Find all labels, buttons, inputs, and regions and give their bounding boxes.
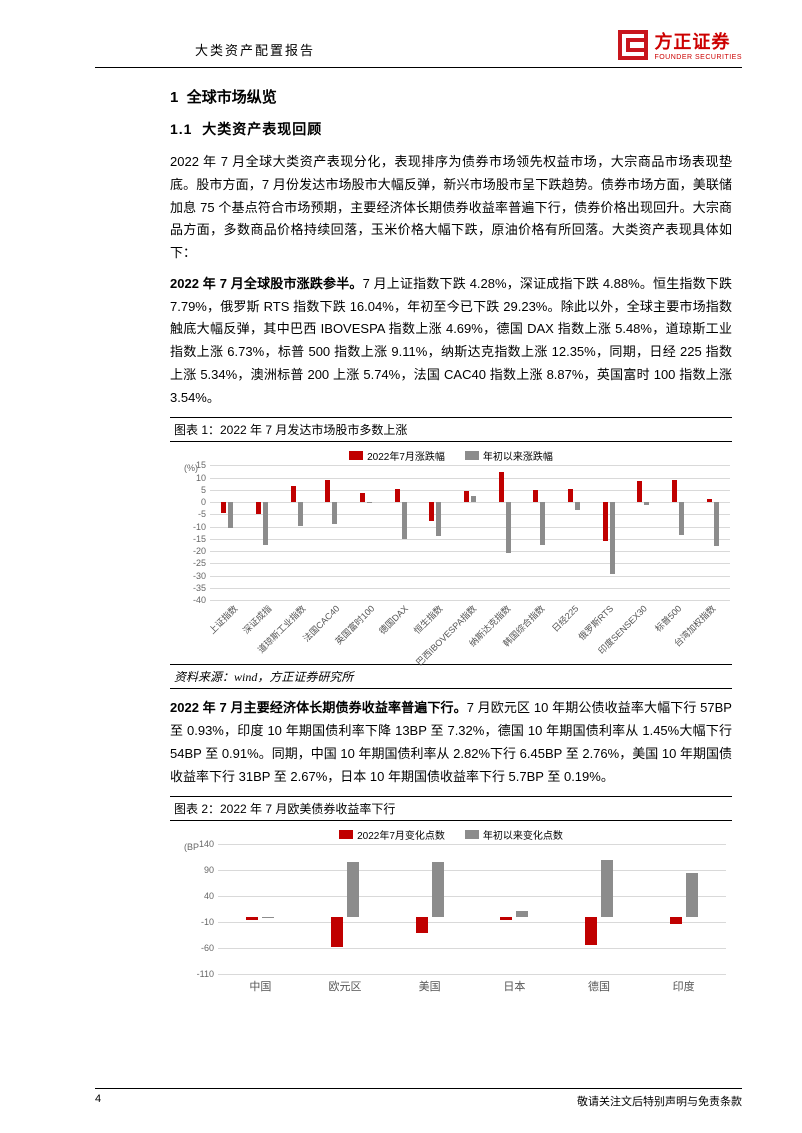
page-number: 4 <box>95 1093 101 1109</box>
doc-title: 大类资产配置报告 <box>195 28 315 59</box>
paragraph-1: 2022 年 7 月全球大类资产表现分化，表现排序为债券市场领先权益市场，大宗商… <box>170 151 732 265</box>
chart2-x-labels: 中国欧元区美国日本德国印度 <box>218 976 726 994</box>
legend-swatch-grey <box>465 451 479 460</box>
legend-label-1: 2022年7月涨跌幅 <box>367 448 445 463</box>
legend-swatch-grey-2 <box>465 830 479 839</box>
figure1-title: 图表 1：2022 年 7 月发达市场股市多数上涨 <box>170 417 732 442</box>
legend-swatch-red-2 <box>339 830 353 839</box>
logo-text-en: FOUNDER SECURITIES <box>654 54 742 61</box>
figure2-legend: 2022年7月变化点数 年初以来变化点数 <box>174 827 728 842</box>
subsection-num: 1.1 <box>170 121 192 137</box>
company-logo: 方正证券 FOUNDER SECURITIES <box>618 28 742 61</box>
figure2-title: 图表 2：2022 年 7 月欧美债券收益率下行 <box>170 796 732 821</box>
logo-text-cn: 方正证券 <box>654 28 742 54</box>
page-header: 大类资产配置报告 方正证券 FOUNDER SECURITIES <box>95 28 742 68</box>
legend-label-3: 2022年7月变化点数 <box>357 827 445 842</box>
legend-label-4: 年初以来变化点数 <box>483 827 563 842</box>
figure2-chart: 2022年7月变化点数 年初以来变化点数 (BP 1409040-10-60-1… <box>170 821 732 996</box>
para2-bold: 2022 年 7 月全球股市涨跌参半。 <box>170 276 363 291</box>
chart1-plot-area: 151050-5-10-15-20-25-30-35-40 <box>210 465 730 600</box>
para3-bold: 2022 年 7 月主要经济体长期债券收益率普遍下行。 <box>170 700 467 715</box>
section-title: 全球市场纵览 <box>187 89 277 106</box>
paragraph-2: 2022 年 7 月全球股市涨跌参半。7 月上证指数下跌 4.28%，深证成指下… <box>170 273 732 410</box>
main-content: 1 全球市场纵览 1.1 大类资产表现回顾 2022 年 7 月全球大类资产表现… <box>95 86 742 996</box>
section-num: 1 <box>170 89 178 106</box>
chart1-x-labels: 上证指数深证成指道琼斯工业指数法国CAC40英国富时100德国DAX恒生指数巴西… <box>210 600 722 662</box>
figure1-legend: 2022年7月涨跌幅 年初以来涨跌幅 <box>174 448 728 463</box>
para2-rest: 7 月上证指数下跌 4.28%，深证成指下跌 4.88%。恒生指数下跌 7.79… <box>170 276 732 405</box>
page-footer: 4 敬请关注文后特别声明与免责条款 <box>95 1088 742 1109</box>
logo-icon <box>618 30 648 60</box>
section-heading: 1 全球市场纵览 <box>170 86 732 107</box>
legend-label-2: 年初以来涨跌幅 <box>483 448 553 463</box>
paragraph-3: 2022 年 7 月主要经济体长期债券收益率普遍下行。7 月欧元区 10 年期公… <box>170 697 732 788</box>
figure1-source: 资料来源：wind，方正证券研究所 <box>170 664 732 689</box>
chart2-plot-area: 1409040-10-60-110 <box>218 844 726 974</box>
subsection-heading: 1.1 大类资产表现回顾 <box>170 119 732 139</box>
footer-disclaimer: 敬请关注文后特别声明与免责条款 <box>577 1093 742 1109</box>
legend-swatch-red <box>349 451 363 460</box>
subsection-title: 大类资产表现回顾 <box>202 121 322 137</box>
figure1-chart: 2022年7月涨跌幅 年初以来涨跌幅 (%) 151050-5-10-15-20… <box>170 442 732 664</box>
